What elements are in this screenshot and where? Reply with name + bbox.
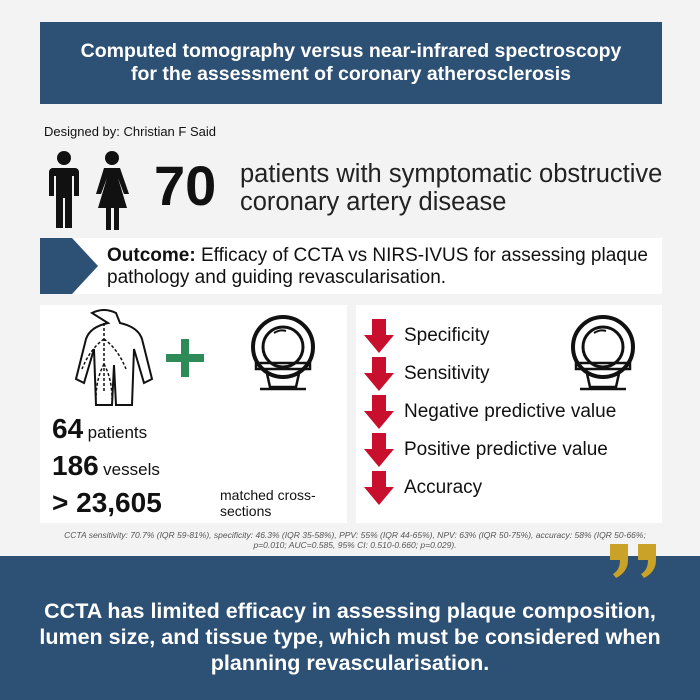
plus-icon bbox=[166, 339, 204, 377]
metric-label: Negative predictive value bbox=[404, 401, 617, 422]
footnote: CCTA sensitivity: 70.7% (IQR 59-81%), sp… bbox=[64, 530, 646, 550]
outcome-text: Outcome: Efficacy of CCTA vs NIRS-IVUS f… bbox=[107, 245, 657, 289]
conclusion-text: CCTA has limited efficacy in assessing p… bbox=[39, 599, 661, 675]
stat-sections-number: > 23,605 bbox=[52, 487, 162, 518]
male-person-icon bbox=[49, 151, 79, 228]
page-title: Computed tomography versus near-infrared… bbox=[80, 40, 622, 85]
metric-label: Positive predictive value bbox=[404, 439, 608, 460]
ct-scanner-icon bbox=[251, 315, 315, 391]
metric-label: Specificity bbox=[404, 325, 490, 346]
patient-description: patients with symptomatic obstructive co… bbox=[240, 160, 663, 216]
stat-sections-label: matched cross-sections bbox=[220, 487, 316, 519]
study-size-panel: 64 patients 186 vessels > 23,605 matched… bbox=[40, 305, 347, 523]
metric-label: Sensitivity bbox=[404, 363, 490, 384]
stat-vessels-label: vessels bbox=[103, 460, 160, 479]
stat-vessels: 186 vessels bbox=[52, 450, 160, 482]
quote-icon bbox=[610, 544, 656, 578]
body-vessels-icon bbox=[74, 309, 154, 406]
stat-sections: > 23,605 bbox=[52, 487, 162, 519]
stat-patients-number: 64 bbox=[52, 413, 84, 444]
outcome-description: Efficacy of CCTA vs NIRS-IVUS for assess… bbox=[107, 245, 648, 288]
stat-patients: 64 patients bbox=[52, 413, 147, 445]
title-banner: Computed tomography versus near-infrared… bbox=[40, 22, 662, 104]
stat-patients-label: patients bbox=[87, 423, 148, 442]
down-arrow-icon bbox=[364, 319, 394, 353]
down-arrow-icon bbox=[364, 471, 394, 505]
conclusion-banner bbox=[0, 556, 700, 700]
designer-credit: Designed by: Christian F Said bbox=[44, 124, 216, 139]
female-person-icon bbox=[96, 151, 129, 230]
outcome-banner: Outcome: Efficacy of CCTA vs NIRS-IVUS f… bbox=[40, 238, 662, 294]
ct-scanner-icon bbox=[571, 315, 635, 391]
chevron-arrow-icon bbox=[40, 238, 98, 294]
down-arrow-icon bbox=[364, 357, 394, 391]
stat-vessels-number: 186 bbox=[52, 450, 99, 481]
down-arrow-icon bbox=[364, 433, 394, 467]
patient-count: 70 bbox=[154, 154, 217, 217]
people-icons bbox=[49, 151, 129, 230]
outcome-label: Outcome: bbox=[107, 245, 196, 266]
metric-label: Accuracy bbox=[404, 477, 483, 498]
diagnostic-metrics-panel: Specificity Sensitivity Negative predictiv… bbox=[356, 305, 662, 523]
down-arrow-icon bbox=[364, 395, 394, 429]
